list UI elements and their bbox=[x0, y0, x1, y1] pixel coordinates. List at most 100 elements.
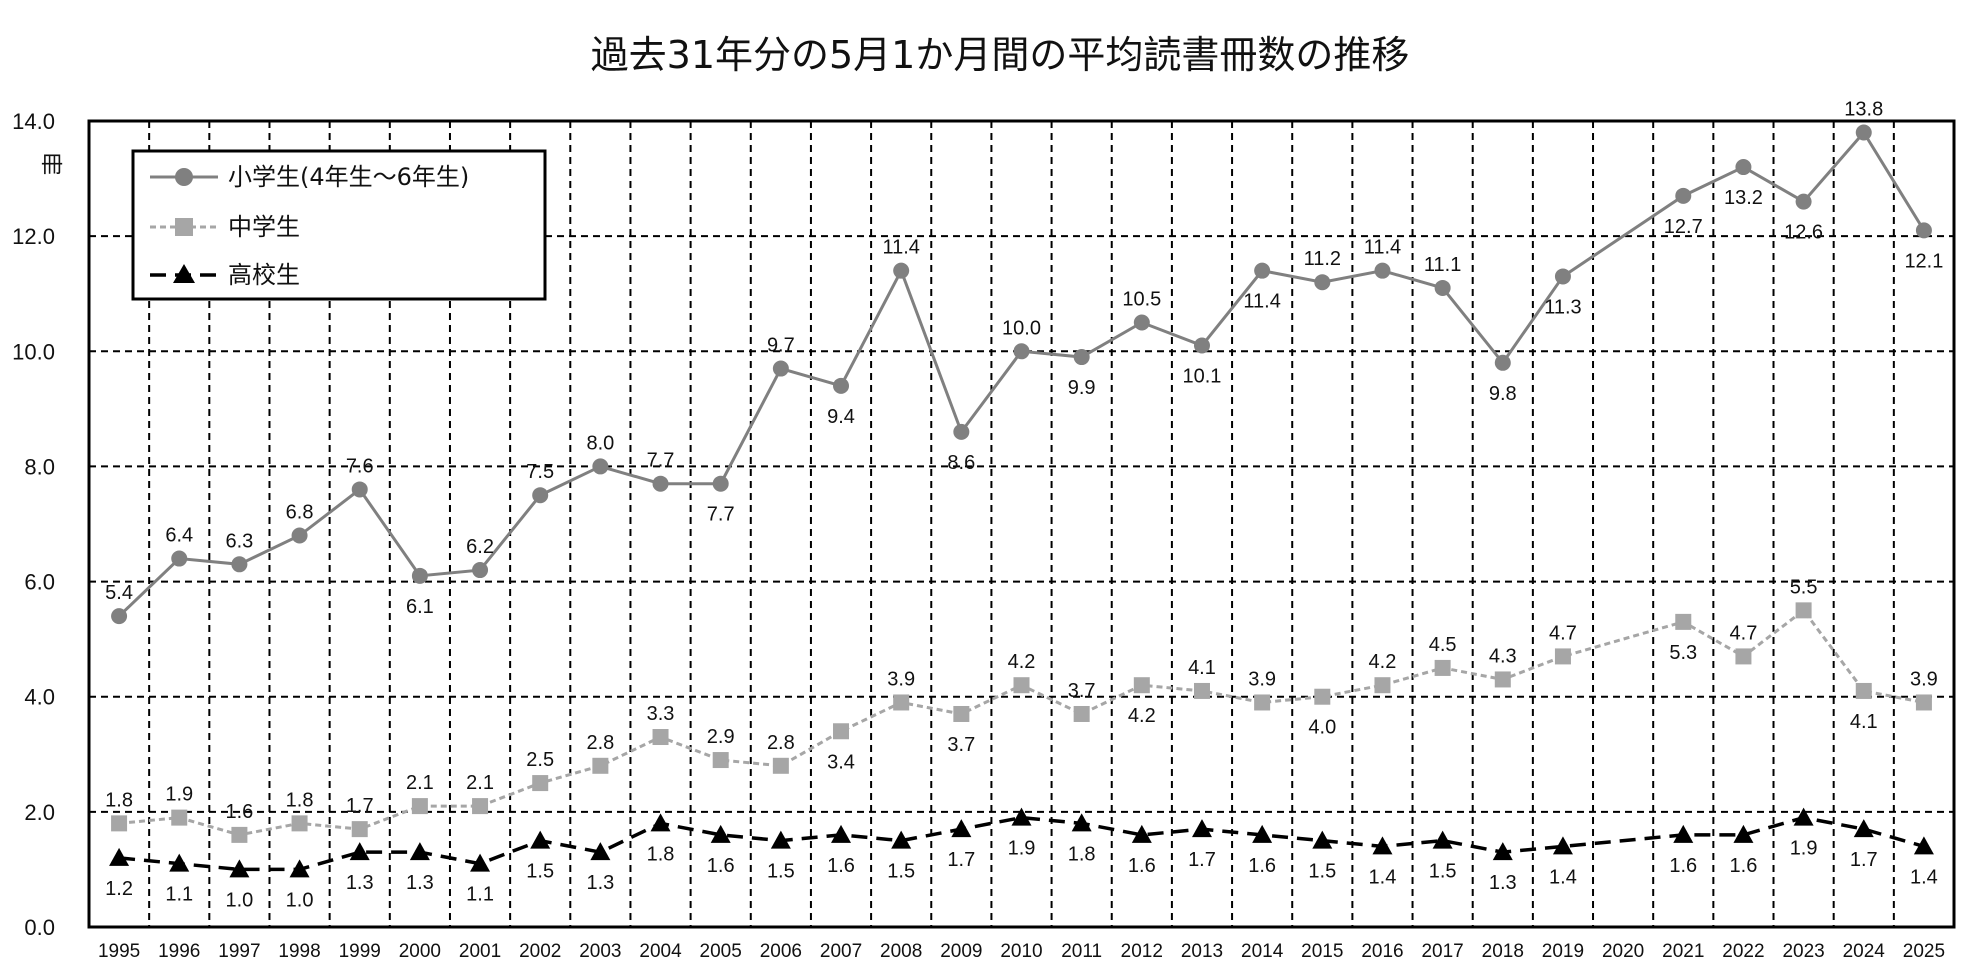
data-point-triangle bbox=[770, 830, 791, 849]
data-point-square bbox=[1013, 677, 1030, 694]
data-point-square bbox=[712, 752, 729, 769]
data-label: 12.6 bbox=[1784, 222, 1823, 244]
data-label: 3.9 bbox=[887, 668, 915, 690]
data-label: 10.5 bbox=[1122, 289, 1161, 311]
data-point-circle bbox=[532, 487, 549, 504]
data-label: 1.6 bbox=[827, 855, 855, 877]
data-point-square bbox=[1193, 682, 1210, 699]
data-point-triangle bbox=[1733, 824, 1754, 843]
x-tick-label: 2008 bbox=[880, 941, 922, 962]
data-label: 2.1 bbox=[406, 772, 434, 794]
data-label: 3.7 bbox=[1068, 680, 1096, 702]
x-tick-label: 2004 bbox=[639, 941, 682, 962]
data-point-circle bbox=[833, 377, 850, 394]
data-label: 1.9 bbox=[1790, 838, 1818, 860]
data-label: 1.4 bbox=[1910, 866, 1938, 888]
data-label: 2.8 bbox=[767, 732, 795, 754]
data-point-circle bbox=[1494, 354, 1511, 371]
series-elementary-line bbox=[118, 129, 1926, 618]
series-group: 5.4 6.4 6.3 6.8 7.6 6.1 6.2 7.5 8.0 7.7 7.7 9.7 9.4 1… bbox=[105, 99, 1943, 912]
x-tick-label: 2002 bbox=[519, 941, 561, 962]
data-label: 11.4 bbox=[1243, 291, 1280, 313]
x-tick-label: 1997 bbox=[218, 941, 260, 962]
data-label: 6.3 bbox=[225, 530, 253, 552]
data-point-circle bbox=[1915, 222, 1932, 239]
y-axis-unit: 冊 bbox=[41, 153, 63, 178]
x-tick-label: 2011 bbox=[1061, 941, 1102, 962]
data-label: 9.8 bbox=[1489, 383, 1517, 405]
data-point-square bbox=[291, 815, 308, 832]
data-point-triangle bbox=[1312, 830, 1333, 849]
data-label: 1.5 bbox=[1429, 861, 1457, 883]
legend-label: 小学生(4年生～6年生) bbox=[228, 163, 469, 191]
data-label: 1.5 bbox=[1308, 861, 1336, 883]
data-label: 4.2 bbox=[1369, 651, 1397, 673]
data-point-circle bbox=[411, 567, 428, 584]
data-label: 4.7 bbox=[1730, 622, 1758, 644]
data-point-circle bbox=[652, 475, 669, 492]
data-label: 7.6 bbox=[346, 455, 374, 477]
data-label: 6.2 bbox=[466, 536, 494, 558]
data-label: 4.1 bbox=[1850, 711, 1878, 733]
data-label: 10.1 bbox=[1183, 366, 1222, 388]
data-point-triangle bbox=[1793, 807, 1814, 826]
x-tick-label: 2005 bbox=[700, 941, 742, 962]
x-tick-label: 2013 bbox=[1181, 941, 1223, 962]
data-label: 11.4 bbox=[882, 237, 919, 259]
data-point-square bbox=[411, 798, 428, 815]
data-point-square bbox=[171, 809, 188, 826]
data-label: 1.6 bbox=[1669, 855, 1697, 877]
data-point-circle bbox=[1133, 314, 1150, 331]
x-tick-label: 2019 bbox=[1542, 941, 1584, 962]
data-label: 4.1 bbox=[1188, 657, 1216, 679]
data-label: 2.5 bbox=[526, 749, 554, 771]
data-point-triangle bbox=[650, 813, 671, 832]
data-point-square bbox=[1254, 694, 1271, 711]
data-label: 1.6 bbox=[1128, 855, 1156, 877]
data-label: 3.7 bbox=[947, 734, 975, 756]
data-point-triangle bbox=[289, 859, 310, 878]
legend-item: 高校生 bbox=[150, 261, 300, 289]
series-junior-high: 1.8 1.9 1.6 1.8 1.7 2.1 2.1 2.5 2.8 3.3 2.9 2.8 3.4 3… bbox=[105, 576, 1938, 843]
data-point-circle bbox=[1013, 343, 1030, 360]
data-label: 11.3 bbox=[1544, 296, 1581, 318]
data-label: 2.9 bbox=[707, 726, 735, 748]
data-point-square bbox=[893, 694, 910, 711]
y-tick-label: 14.0 bbox=[12, 109, 55, 134]
x-tick-label: 2003 bbox=[579, 941, 621, 962]
data-point-triangle bbox=[1853, 819, 1874, 838]
data-label: 5.4 bbox=[105, 582, 133, 604]
data-point-circle bbox=[772, 360, 789, 377]
data-point-square bbox=[652, 729, 669, 746]
y-tick-label: 0.0 bbox=[24, 915, 55, 940]
data-label: 4.0 bbox=[1308, 717, 1336, 739]
data-label: 1.9 bbox=[165, 784, 193, 806]
data-label: 10.0 bbox=[1002, 317, 1041, 339]
data-label: 7.7 bbox=[647, 450, 675, 472]
data-label: 1.7 bbox=[1188, 849, 1216, 871]
data-point-triangle bbox=[1252, 824, 1273, 843]
data-point-square bbox=[1735, 648, 1752, 665]
data-point-square bbox=[1434, 659, 1451, 676]
data-label: 1.6 bbox=[1248, 855, 1276, 877]
data-point-triangle bbox=[109, 847, 130, 866]
data-point-triangle bbox=[891, 830, 912, 849]
data-point-square bbox=[532, 775, 549, 792]
data-label: 1.3 bbox=[586, 872, 614, 894]
data-label: 1.6 bbox=[707, 855, 735, 877]
data-point-circle bbox=[1073, 349, 1090, 366]
data-label: 5.3 bbox=[1669, 642, 1697, 664]
y-tick-label: 10.0 bbox=[12, 339, 55, 364]
data-label: 4.2 bbox=[1128, 705, 1156, 727]
data-label: 3.4 bbox=[827, 751, 855, 773]
data-label: 1.7 bbox=[947, 849, 975, 871]
data-label: 1.7 bbox=[346, 795, 374, 817]
data-label: 9.9 bbox=[1068, 377, 1096, 399]
data-point-circle bbox=[1795, 193, 1812, 210]
data-label: 1.3 bbox=[406, 872, 434, 894]
data-point-circle bbox=[1193, 337, 1210, 354]
x-tick-label: 2018 bbox=[1482, 941, 1524, 962]
data-point-circle bbox=[1735, 159, 1752, 176]
legend-square-icon bbox=[175, 218, 193, 236]
